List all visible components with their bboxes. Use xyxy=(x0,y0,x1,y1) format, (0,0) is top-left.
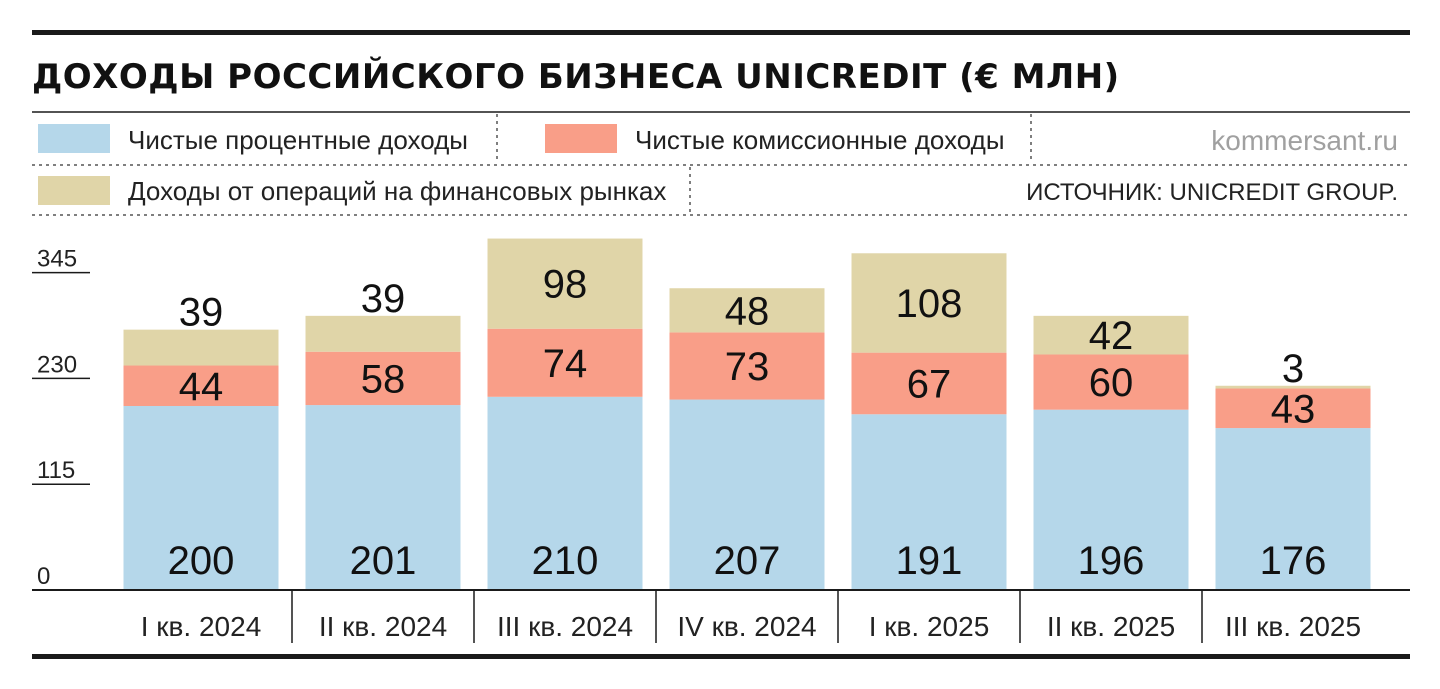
bars: 200 44 39 201 58 39 210 74 98 207 73 48 191 67 108 196 6… xyxy=(123,238,1371,590)
bar-segment xyxy=(1033,409,1189,590)
bar-segment xyxy=(1215,428,1371,590)
x-tick-label: II кв. 2024 xyxy=(319,611,447,642)
bar-segment xyxy=(123,365,279,406)
data-label: 196 xyxy=(1078,539,1145,583)
bar-segment xyxy=(669,399,825,590)
bar-segment xyxy=(669,288,825,333)
bar-segment xyxy=(487,396,643,590)
x-tick-label: I кв. 2024 xyxy=(141,611,262,642)
data-label: 74 xyxy=(543,342,588,386)
data-label: 201 xyxy=(350,539,417,583)
data-label: 73 xyxy=(725,345,770,389)
brand-watermark: kommersant.ru xyxy=(1211,125,1398,156)
bar-segment xyxy=(305,405,461,590)
data-label: 42 xyxy=(1089,314,1134,358)
data-label: 176 xyxy=(1260,539,1327,583)
legend-swatch-markets xyxy=(38,176,110,205)
bar-segment xyxy=(123,329,279,366)
bar-segment xyxy=(487,238,643,329)
bar-segment xyxy=(487,328,643,397)
data-label: 48 xyxy=(725,289,770,333)
data-label: 3 xyxy=(1282,347,1304,391)
bar-segment xyxy=(851,414,1007,590)
data-label: 108 xyxy=(896,282,963,326)
x-tick-label: I кв. 2025 xyxy=(869,611,990,642)
data-label: 44 xyxy=(179,365,224,409)
bar-segment xyxy=(669,332,825,400)
chart-title: ДОХОДЫ РОССИЙСКОГО БИЗНЕСА UNICREDIT (€ … xyxy=(32,56,1120,97)
y-tick-label: 345 xyxy=(37,246,77,273)
data-label: 39 xyxy=(179,291,224,335)
bar-segment xyxy=(305,315,461,352)
x-tick-label: IV кв. 2024 xyxy=(677,611,816,642)
data-label: 58 xyxy=(361,357,406,401)
legend-label-net-interest: Чистые процентные доходы xyxy=(128,125,468,155)
source-note: ИСТОЧНИК: UNICREDIT GROUP. xyxy=(1026,179,1398,206)
bar-segment xyxy=(123,406,279,590)
data-label: 200 xyxy=(168,539,235,583)
bottom-rule xyxy=(32,654,1410,659)
data-label: 39 xyxy=(361,277,406,321)
data-label: 207 xyxy=(714,539,781,583)
x-tick-label: III кв. 2024 xyxy=(497,611,633,642)
data-label: 60 xyxy=(1089,361,1134,405)
top-rule xyxy=(32,30,1410,35)
bar-segment xyxy=(1215,388,1371,429)
bar-segment xyxy=(851,352,1007,415)
bar-segment xyxy=(851,253,1007,353)
data-label: 98 xyxy=(543,263,588,307)
bar-segment xyxy=(305,351,461,406)
x-axis: I кв. 2024 II кв. 2024 III кв. 2024 IV кв. … xyxy=(32,589,1410,643)
data-label: 43 xyxy=(1271,387,1316,431)
x-tick-label: III кв. 2025 xyxy=(1225,611,1361,642)
y-axis: 0 115 230 345 xyxy=(32,246,90,590)
bar-segment xyxy=(1033,354,1189,410)
data-label: 191 xyxy=(896,539,963,583)
y-tick-label: 0 xyxy=(37,563,50,590)
data-label: 210 xyxy=(532,539,599,583)
y-tick-label: 115 xyxy=(37,457,75,484)
bar-segment xyxy=(1033,315,1189,355)
legend-swatch-net-commission xyxy=(545,124,617,153)
legend-label-markets: Доходы от операций на финансовых рынках xyxy=(128,176,666,206)
legend-swatch-net-interest xyxy=(38,124,110,153)
bar-segment xyxy=(1215,385,1371,389)
x-tick-label: II кв. 2025 xyxy=(1047,611,1175,642)
data-label: 67 xyxy=(907,362,952,406)
y-tick-label: 230 xyxy=(37,351,77,378)
legend-label-net-commission: Чистые комиссионные доходы xyxy=(635,125,1005,155)
